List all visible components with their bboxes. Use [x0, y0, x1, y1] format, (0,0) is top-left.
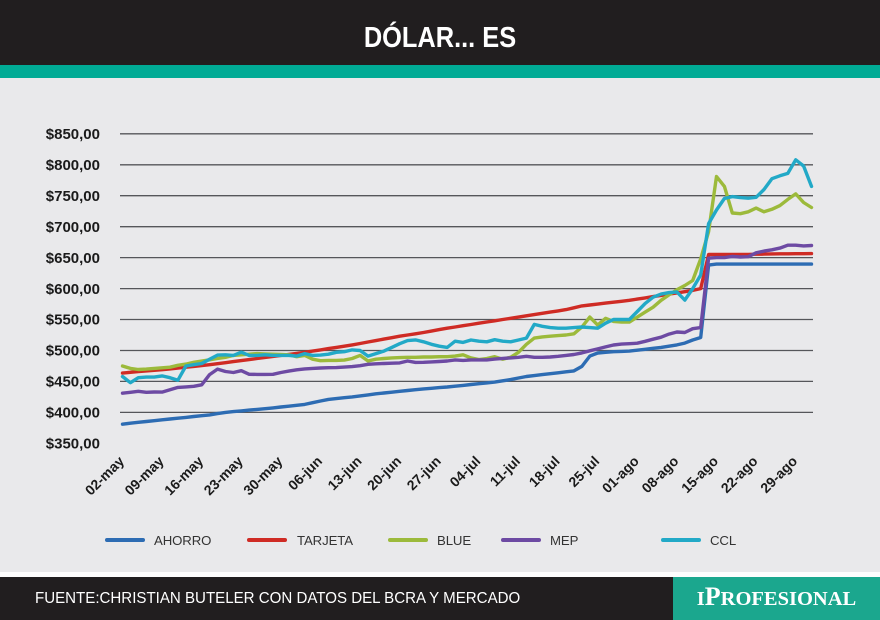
svg-text:15-ago: 15-ago [678, 453, 721, 496]
svg-text:$650,00: $650,00 [46, 250, 100, 267]
svg-text:22-ago: 22-ago [717, 453, 760, 496]
svg-text:08-ago: 08-ago [638, 453, 681, 496]
svg-text:$450,00: $450,00 [46, 374, 100, 391]
svg-text:18-jul: 18-jul [526, 453, 563, 490]
svg-text:$850,00: $850,00 [46, 126, 100, 143]
svg-text:$400,00: $400,00 [46, 405, 100, 422]
svg-text:27-jun: 27-jun [403, 453, 443, 493]
svg-text:20-jun: 20-jun [364, 453, 404, 493]
svg-text:$750,00: $750,00 [46, 188, 100, 205]
svg-text:29-ago: 29-ago [757, 453, 800, 496]
svg-text:04-jul: 04-jul [446, 453, 483, 490]
svg-text:$550,00: $550,00 [46, 312, 100, 329]
svg-text:13-jun: 13-jun [324, 453, 364, 493]
svg-text:23-may: 23-may [200, 453, 246, 499]
svg-text:$350,00: $350,00 [46, 436, 100, 453]
svg-text:16-may: 16-may [161, 453, 207, 499]
svg-text:25-jul: 25-jul [565, 453, 602, 490]
svg-text:09-may: 09-may [121, 453, 167, 499]
svg-text:$600,00: $600,00 [46, 281, 100, 298]
svg-text:$800,00: $800,00 [46, 157, 100, 174]
svg-text:30-may: 30-may [240, 453, 286, 499]
svg-text:11-jul: 11-jul [486, 453, 523, 490]
svg-text:02-may: 02-may [82, 453, 128, 499]
svg-text:$700,00: $700,00 [46, 219, 100, 236]
svg-text:01-ago: 01-ago [599, 453, 642, 496]
svg-text:06-jun: 06-jun [285, 453, 325, 493]
svg-text:$500,00: $500,00 [46, 343, 100, 360]
